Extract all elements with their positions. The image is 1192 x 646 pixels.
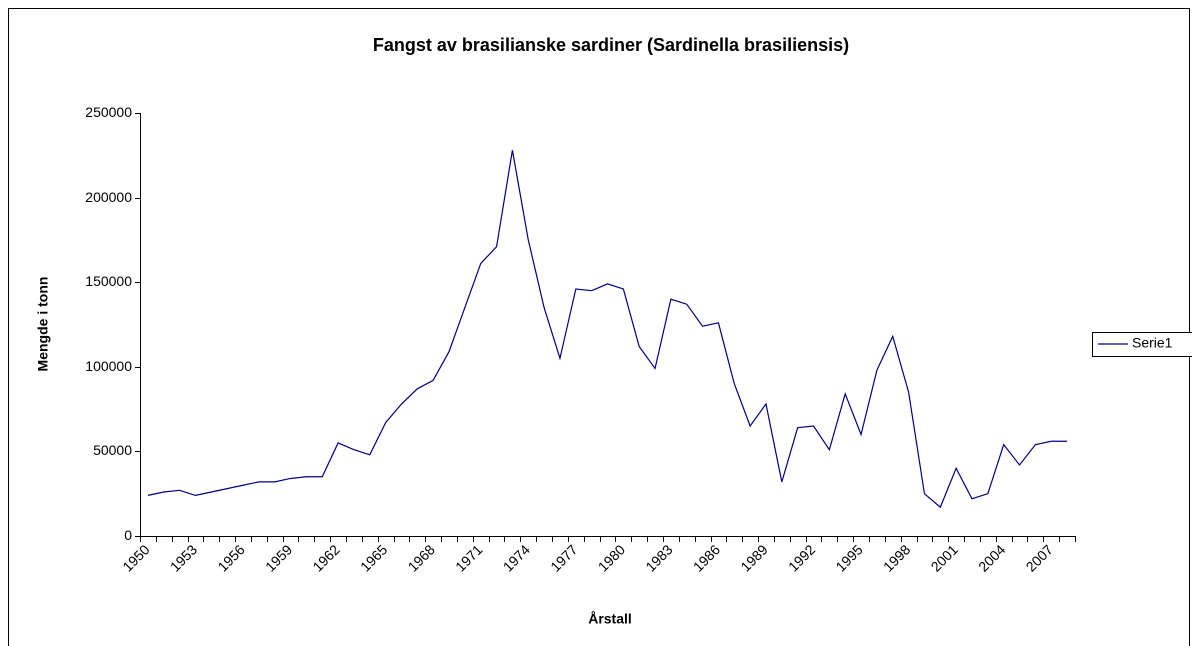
y-axis-label: Mengde i tonn <box>35 277 51 372</box>
y-tick-label: 250000 <box>85 104 132 120</box>
y-tick-label: 50000 <box>93 442 132 458</box>
y-tick-label: 0 <box>124 527 132 543</box>
series-line <box>147 150 1068 509</box>
y-tick-label: 150000 <box>85 273 132 289</box>
chart-title: Fangst av brasilianske sardiner (Sardine… <box>373 35 849 55</box>
chart-border <box>8 8 1190 646</box>
y-tick-label: 100000 <box>85 358 132 374</box>
y-tick-label: 200000 <box>85 189 132 205</box>
x-axis-label: Årstall <box>588 611 632 627</box>
legend-label: Serie1 <box>1132 335 1173 351</box>
